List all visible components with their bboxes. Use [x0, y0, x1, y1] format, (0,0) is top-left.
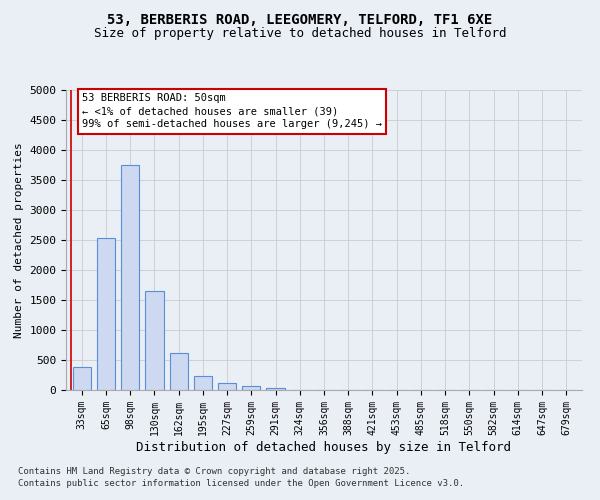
Bar — [218, 384, 236, 390]
Bar — [242, 386, 260, 390]
Text: Contains HM Land Registry data © Crown copyright and database right 2025.
Contai: Contains HM Land Registry data © Crown c… — [18, 466, 464, 487]
Bar — [145, 291, 164, 390]
Bar — [73, 367, 91, 390]
Bar — [194, 376, 212, 390]
Y-axis label: Number of detached properties: Number of detached properties — [14, 142, 24, 338]
Text: 53 BERBERIS ROAD: 50sqm
← <1% of detached houses are smaller (39)
99% of semi-de: 53 BERBERIS ROAD: 50sqm ← <1% of detache… — [82, 93, 382, 130]
Bar — [121, 165, 139, 390]
X-axis label: Distribution of detached houses by size in Telford: Distribution of detached houses by size … — [137, 440, 511, 454]
Bar — [97, 238, 115, 390]
Bar — [266, 388, 284, 390]
Text: 53, BERBERIS ROAD, LEEGOMERY, TELFORD, TF1 6XE: 53, BERBERIS ROAD, LEEGOMERY, TELFORD, T… — [107, 12, 493, 26]
Text: Size of property relative to detached houses in Telford: Size of property relative to detached ho… — [94, 28, 506, 40]
Bar — [170, 353, 188, 390]
